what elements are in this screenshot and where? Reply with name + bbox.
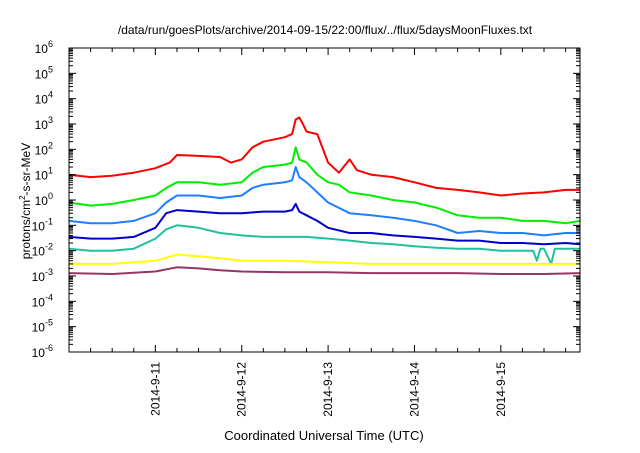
y-tick-label-base: 10 xyxy=(32,219,46,233)
x-tick-label: 2014-9-13 xyxy=(321,362,335,417)
y-tick-label-base: 10 xyxy=(35,143,49,157)
y-tick-label-base: 10 xyxy=(32,245,46,259)
y-tick-label-exponent: 0 xyxy=(48,191,53,201)
y-tick-label: 106 xyxy=(35,39,53,56)
y-tick-label: 10-5 xyxy=(32,318,53,335)
y-tick-label-base: 10 xyxy=(32,321,46,335)
y-tick-label: 10-4 xyxy=(32,292,53,309)
x-tick-label: 2014-9-11 xyxy=(148,362,162,416)
y-tick-label-base: 10 xyxy=(35,67,49,81)
series-line-6 xyxy=(69,253,580,265)
y-tick-label-exponent: 6 xyxy=(48,39,53,49)
y-axis-label: protons/cm2-s-sr-MeV xyxy=(18,143,33,259)
y-tick-label-exponent: 5 xyxy=(48,64,53,74)
y-tick-label-base: 10 xyxy=(35,42,49,56)
y-tick-label-exponent: -2 xyxy=(45,242,53,252)
x-axis-label: Coordinated Universal Time (UTC) xyxy=(224,428,423,443)
series-line-3 xyxy=(68,166,580,237)
x-axis: 2014-9-11 2014-9-12 2014-9-13 2014-9-14 2014… xyxy=(90,48,567,417)
y-tick-label: 105 xyxy=(35,64,53,81)
y-tick-label: 103 xyxy=(35,115,53,132)
series-line-4 xyxy=(68,202,581,246)
y-tick-label: 104 xyxy=(35,90,53,107)
chart-title: /data/run/goesPlots/archive/2014-09-15/2… xyxy=(118,23,533,37)
y-tick-label: 10-1 xyxy=(32,216,53,233)
y-tick-label: 101 xyxy=(35,166,53,183)
y-axis-label-base: protons/cm xyxy=(19,200,33,259)
y-tick-label-exponent: -6 xyxy=(45,343,53,353)
series-line-7 xyxy=(68,266,581,275)
y-axis-label-rest: -s-sr-MeV xyxy=(19,143,33,196)
y-tick-label-base: 10 xyxy=(32,346,46,360)
series-line-2 xyxy=(68,146,581,225)
y-tick-label-exponent: 1 xyxy=(48,166,53,176)
y-tick-label-exponent: 4 xyxy=(48,90,53,100)
y-tick-label-exponent: -5 xyxy=(45,318,53,328)
x-tick-label: 2014-9-15 xyxy=(494,362,508,417)
y-axis: 10-610-510-410-310-210-11001011021031041… xyxy=(32,39,580,360)
x-tick-label: 2014-9-14 xyxy=(407,362,421,417)
y-tick-label-exponent: 3 xyxy=(48,115,53,125)
y-tick-label-exponent: 2 xyxy=(48,140,53,150)
y-tick-label: 100 xyxy=(35,191,53,208)
y-axis-label-superscript: 2 xyxy=(18,195,27,200)
series-layer xyxy=(68,116,581,275)
y-tick-label: 10-2 xyxy=(32,242,53,259)
y-tick-label: 10-3 xyxy=(32,267,53,284)
y-tick-label-exponent: -4 xyxy=(45,292,53,302)
series-line-1 xyxy=(68,116,580,197)
y-tick-label-base: 10 xyxy=(35,93,49,107)
y-tick-label-exponent: -1 xyxy=(45,216,53,226)
x-tick-label: 2014-9-12 xyxy=(235,362,249,417)
y-tick-label-base: 10 xyxy=(32,295,46,309)
y-tick-label-base: 10 xyxy=(35,118,49,132)
y-tick-label-base: 10 xyxy=(35,169,49,183)
y-tick-label: 10-6 xyxy=(32,343,53,360)
series-line-5 xyxy=(68,224,580,265)
y-tick-label: 102 xyxy=(35,140,53,157)
y-tick-label-base: 10 xyxy=(35,194,49,208)
y-tick-label-base: 10 xyxy=(32,270,46,284)
y-tick-label-exponent: -3 xyxy=(45,267,53,277)
